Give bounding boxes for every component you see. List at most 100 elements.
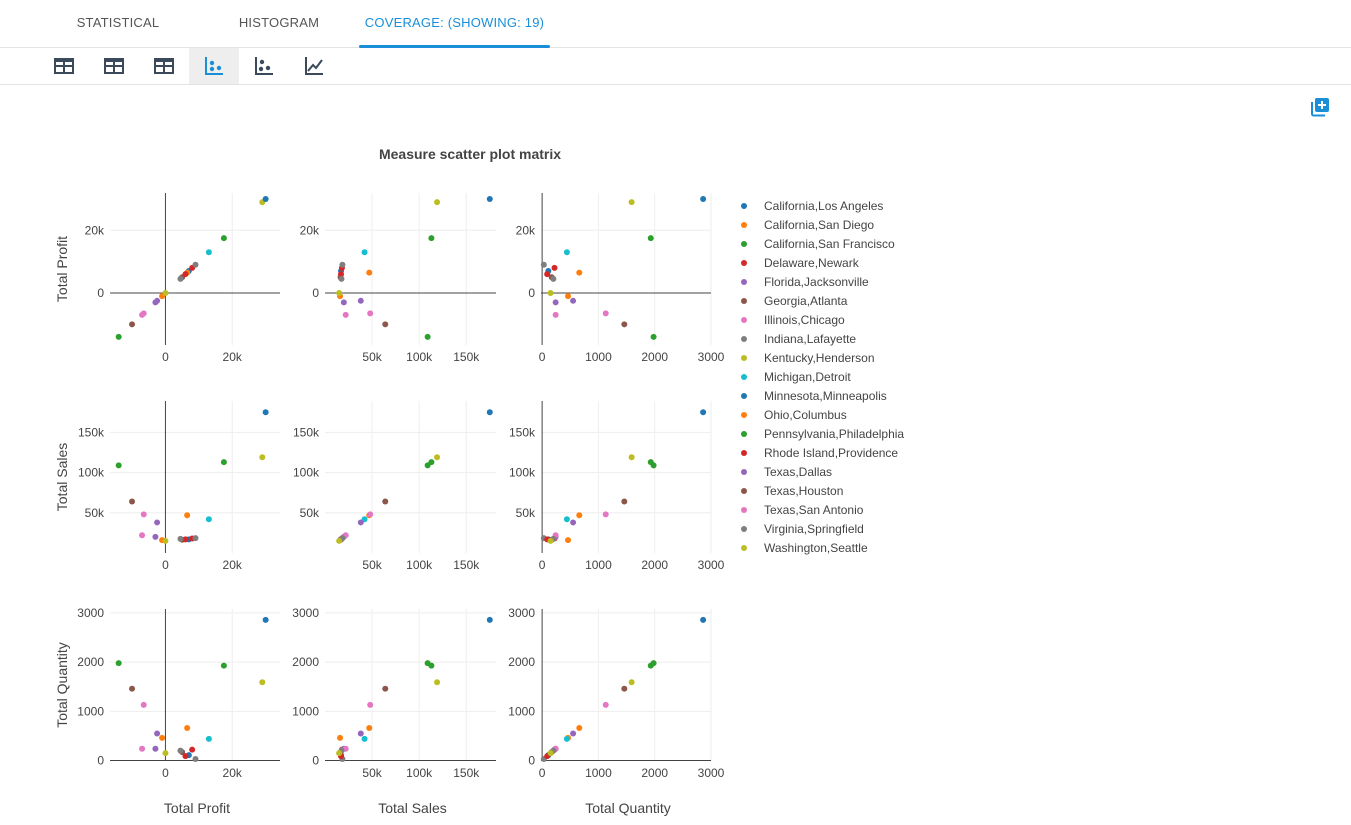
- legend-item[interactable]: Texas,Dallas: [741, 465, 832, 479]
- data-point[interactable]: [544, 271, 551, 278]
- data-point[interactable]: [140, 701, 147, 708]
- legend-item[interactable]: Virginia,Springfield: [741, 522, 864, 536]
- legend-item[interactable]: Washington,Seattle: [741, 541, 868, 555]
- table-view-button[interactable]: [89, 48, 139, 84]
- data-point[interactable]: [262, 409, 269, 416]
- data-point[interactable]: [563, 516, 570, 523]
- tab-statistical[interactable]: STATISTICAL: [76, 15, 160, 30]
- data-point[interactable]: [547, 289, 554, 296]
- data-point[interactable]: [205, 516, 212, 523]
- table-view-button[interactable]: [39, 48, 89, 84]
- data-point[interactable]: [552, 311, 559, 318]
- data-point[interactable]: [647, 235, 654, 242]
- data-point[interactable]: [576, 512, 583, 519]
- data-point[interactable]: [382, 685, 389, 692]
- data-point[interactable]: [115, 462, 122, 469]
- data-point[interactable]: [361, 249, 368, 256]
- data-point[interactable]: [182, 271, 189, 278]
- data-point[interactable]: [621, 498, 628, 505]
- data-point[interactable]: [486, 409, 493, 416]
- data-point[interactable]: [192, 261, 199, 268]
- data-point[interactable]: [628, 199, 635, 206]
- line-chart-view-button[interactable]: [289, 48, 339, 84]
- data-point[interactable]: [547, 537, 554, 544]
- data-point[interactable]: [338, 271, 345, 278]
- data-point[interactable]: [357, 519, 364, 526]
- scatter-view-button[interactable]: [239, 48, 289, 84]
- data-point[interactable]: [565, 537, 572, 544]
- data-point[interactable]: [220, 459, 227, 466]
- legend-item[interactable]: Texas,Houston: [741, 484, 843, 498]
- table-view-button[interactable]: [139, 48, 189, 84]
- legend-item[interactable]: Pennsylvania,Philadelphia: [741, 427, 904, 441]
- data-point[interactable]: [139, 745, 146, 752]
- legend-item[interactable]: California,San Diego: [741, 218, 874, 232]
- data-point[interactable]: [340, 299, 347, 306]
- data-point[interactable]: [177, 275, 184, 282]
- legend-item[interactable]: Illinois,Chicago: [741, 313, 845, 327]
- data-point[interactable]: [357, 730, 364, 737]
- data-point[interactable]: [162, 750, 169, 757]
- data-point[interactable]: [262, 616, 269, 623]
- legend-item[interactable]: Texas,San Antonio: [741, 503, 864, 517]
- data-point[interactable]: [336, 750, 343, 757]
- data-point[interactable]: [177, 747, 184, 754]
- data-point[interactable]: [621, 685, 628, 692]
- data-point[interactable]: [140, 310, 147, 317]
- data-point[interactable]: [162, 289, 169, 296]
- data-point[interactable]: [129, 321, 136, 328]
- data-point[interactable]: [576, 725, 583, 732]
- data-point[interactable]: [540, 261, 547, 268]
- legend-item[interactable]: Michigan,Detroit: [741, 370, 851, 384]
- data-point[interactable]: [570, 519, 577, 526]
- data-point[interactable]: [152, 533, 159, 540]
- data-point[interactable]: [162, 537, 169, 544]
- data-point[interactable]: [628, 454, 635, 461]
- legend-item[interactable]: Minnesota,Minneapolis: [741, 389, 887, 403]
- add-chart-icon[interactable]: [1310, 97, 1330, 117]
- data-point[interactable]: [152, 745, 159, 752]
- data-point[interactable]: [154, 297, 161, 304]
- data-point[interactable]: [700, 195, 707, 202]
- scatter-matrix-view-button[interactable]: [189, 48, 239, 84]
- data-point[interactable]: [259, 679, 266, 686]
- data-point[interactable]: [336, 537, 343, 544]
- data-point[interactable]: [366, 269, 373, 276]
- data-point[interactable]: [565, 293, 572, 300]
- data-point[interactable]: [262, 195, 269, 202]
- data-point[interactable]: [602, 310, 609, 317]
- data-point[interactable]: [205, 735, 212, 742]
- data-point[interactable]: [115, 660, 122, 667]
- data-point[interactable]: [336, 289, 343, 296]
- legend-item[interactable]: Kentucky,Henderson: [741, 351, 875, 365]
- tab-coverage[interactable]: COVERAGE: (SHOWING: 19): [359, 0, 550, 48]
- data-point[interactable]: [259, 454, 266, 461]
- data-point[interactable]: [550, 275, 557, 282]
- data-point[interactable]: [570, 297, 577, 304]
- data-point[interactable]: [563, 249, 570, 256]
- data-point[interactable]: [367, 310, 374, 317]
- data-point[interactable]: [192, 756, 199, 763]
- data-point[interactable]: [220, 662, 227, 669]
- data-point[interactable]: [434, 454, 441, 461]
- data-point[interactable]: [700, 616, 707, 623]
- data-point[interactable]: [650, 333, 657, 340]
- data-point[interactable]: [551, 264, 558, 271]
- data-point[interactable]: [140, 511, 147, 518]
- data-point[interactable]: [184, 725, 191, 732]
- data-point[interactable]: [621, 321, 628, 328]
- legend-item[interactable]: Rhode Island,Providence: [741, 446, 898, 460]
- data-point[interactable]: [367, 511, 374, 518]
- data-point[interactable]: [367, 701, 374, 708]
- data-point[interactable]: [184, 512, 191, 519]
- data-point[interactable]: [434, 679, 441, 686]
- data-point[interactable]: [205, 249, 212, 256]
- data-point[interactable]: [382, 321, 389, 328]
- data-point[interactable]: [602, 701, 609, 708]
- legend-item[interactable]: California,Los Angeles: [741, 199, 883, 213]
- data-point[interactable]: [424, 333, 431, 340]
- data-point[interactable]: [337, 734, 344, 741]
- data-point[interactable]: [338, 275, 345, 282]
- data-point[interactable]: [154, 730, 161, 737]
- data-point[interactable]: [342, 311, 349, 318]
